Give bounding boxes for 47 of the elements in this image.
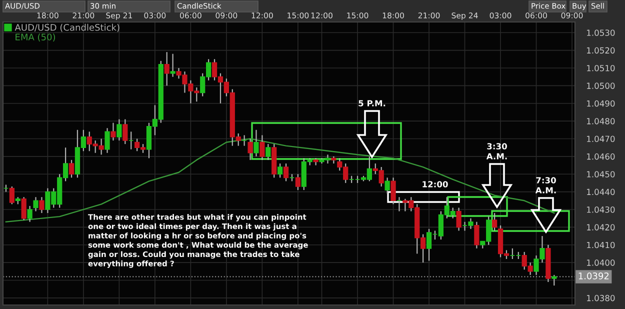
text: EMA (50) bbox=[16, 33, 56, 42]
y-tick-label: 1.0500 bbox=[587, 82, 615, 89]
candlestick bbox=[27, 205, 32, 222]
candlestick bbox=[456, 207, 462, 232]
candlestick bbox=[295, 174, 301, 191]
candlestick bbox=[474, 221, 480, 249]
annotation: 12:00 bbox=[422, 181, 448, 188]
y-tick-label: 1.0400 bbox=[587, 260, 615, 266]
ref-line-label: 1.0392 bbox=[578, 272, 609, 280]
candlestick bbox=[116, 118, 122, 142]
y-tick-label: 1.0520 bbox=[587, 47, 615, 54]
candlestick bbox=[492, 212, 498, 232]
annotation: 5 P.M. bbox=[358, 100, 386, 106]
candlestick bbox=[33, 196, 38, 212]
y-tick-label: 1.0410 bbox=[587, 242, 615, 248]
candlestick bbox=[390, 177, 396, 205]
candlestick bbox=[254, 129, 259, 157]
annotation: 3:30 A.M. bbox=[486, 143, 507, 160]
candlestick bbox=[248, 138, 253, 161]
candlestick bbox=[552, 274, 557, 286]
y-tick-label: 1.0380 bbox=[587, 294, 615, 302]
y-tick-label: 1.0440 bbox=[587, 188, 615, 196]
candlestick bbox=[122, 118, 128, 145]
y-tick-label: 1.0460 bbox=[587, 153, 615, 160]
candlestick bbox=[9, 186, 15, 205]
candlestick bbox=[277, 162, 283, 178]
candlestick bbox=[110, 122, 116, 142]
y-tick-label: 1.0470 bbox=[587, 136, 615, 142]
legend-label: AUD/USD (CandleStick) bbox=[14, 24, 120, 32]
candlestick bbox=[384, 177, 390, 194]
candlestick bbox=[170, 53, 176, 78]
candlestick bbox=[39, 196, 44, 214]
annotation: 7:30 A.M. bbox=[535, 177, 556, 194]
candlestick bbox=[68, 159, 74, 178]
candlestick bbox=[164, 52, 170, 86]
y-tick-label: 1.0530 bbox=[587, 30, 615, 36]
y-tick-label: 1.0450 bbox=[587, 171, 615, 178]
candlestick bbox=[104, 128, 110, 154]
y-tick-label: 1.0480 bbox=[587, 118, 615, 124]
candlestick bbox=[266, 143, 271, 161]
y-tick-label: 1.0510 bbox=[587, 64, 615, 72]
candlestick bbox=[260, 134, 265, 161]
candlestick bbox=[283, 162, 289, 182]
y-tick-label: 1.0420 bbox=[587, 224, 615, 230]
candlestick bbox=[21, 196, 26, 221]
y-tick-label: 1.0490 bbox=[587, 100, 615, 107]
y-tick-label: 1.0430 bbox=[587, 206, 615, 213]
